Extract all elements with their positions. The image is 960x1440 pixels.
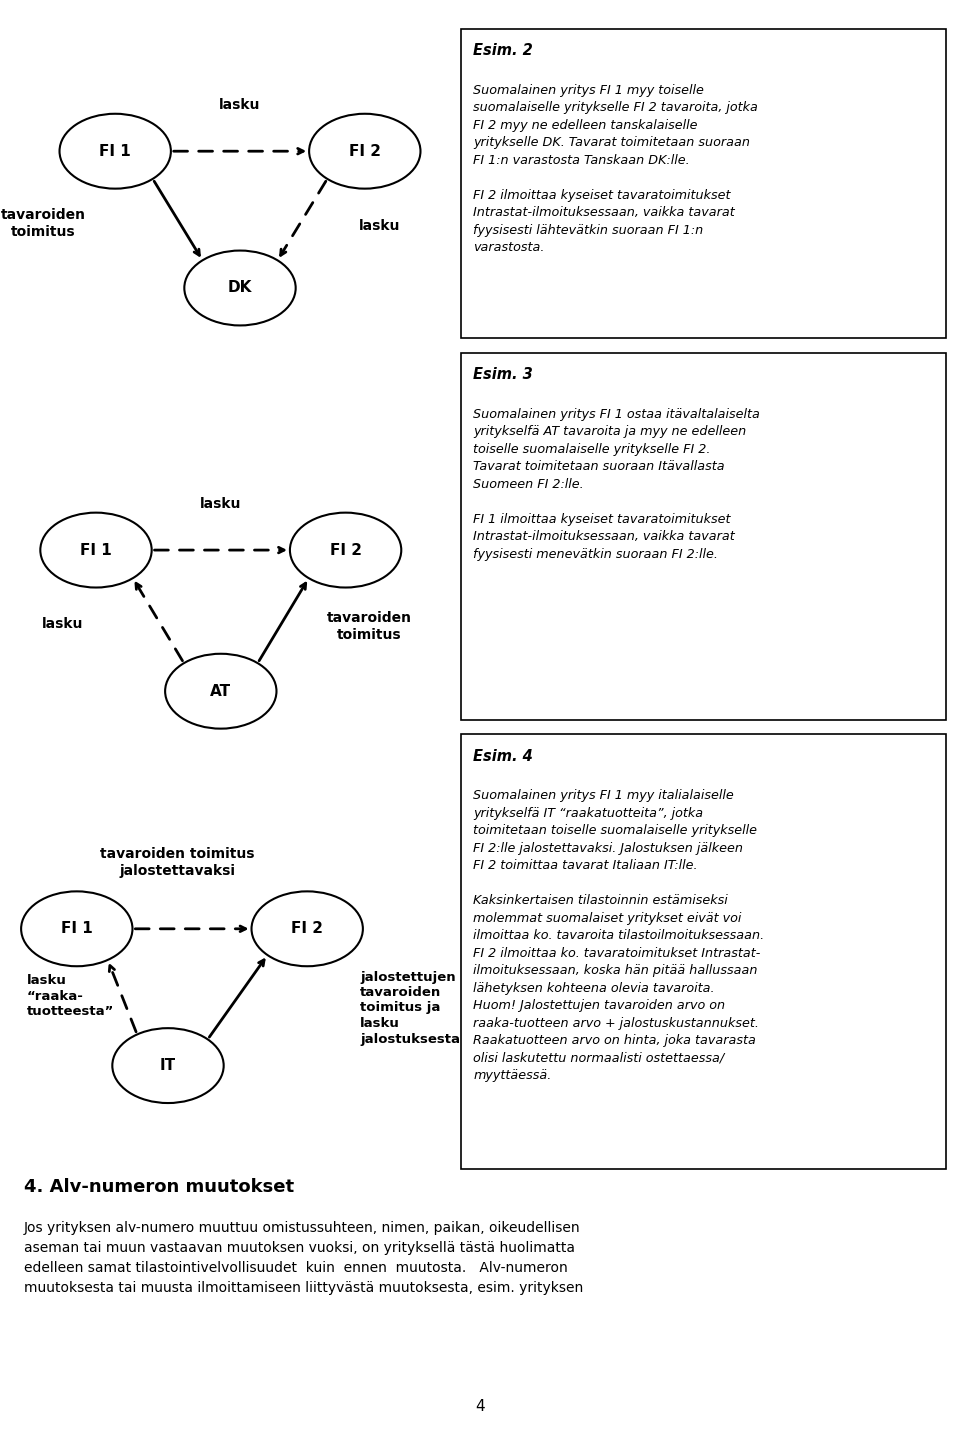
Text: FI 1: FI 1 <box>60 922 93 936</box>
Text: lasku: lasku <box>41 616 84 631</box>
Text: FI 2: FI 2 <box>348 144 381 158</box>
Text: 4. Alv-numeron muutokset: 4. Alv-numeron muutokset <box>24 1178 294 1195</box>
Text: tavaroiden toimitus
jalostettavaksi: tavaroiden toimitus jalostettavaksi <box>101 847 254 878</box>
Text: FI 1: FI 1 <box>80 543 112 557</box>
Text: lasku: lasku <box>358 219 400 233</box>
Bar <box>461 29 946 338</box>
Ellipse shape <box>290 513 401 588</box>
Text: Esim. 4: Esim. 4 <box>473 749 533 763</box>
Ellipse shape <box>21 891 132 966</box>
Ellipse shape <box>309 114 420 189</box>
Text: FI 1: FI 1 <box>99 144 132 158</box>
Text: lasku: lasku <box>219 98 261 112</box>
Text: Esim. 2: Esim. 2 <box>473 43 533 58</box>
Text: Suomalainen yritys FI 1 myy toiselle
suomalaiselle yritykselle FI 2 tavaroita, j: Suomalainen yritys FI 1 myy toiselle suo… <box>473 84 758 253</box>
Text: FI 2: FI 2 <box>329 543 362 557</box>
Text: DK: DK <box>228 281 252 295</box>
Text: Suomalainen yritys FI 1 myy italialaiselle
yritykselfä IT “raakatuotteita”, jotk: Suomalainen yritys FI 1 myy italialaisel… <box>473 789 764 1081</box>
Ellipse shape <box>184 251 296 325</box>
Ellipse shape <box>60 114 171 189</box>
Text: lasku
“raaka-
tuotteesta”: lasku “raaka- tuotteesta” <box>27 975 114 1018</box>
Bar <box>461 734 946 1169</box>
Text: lasku: lasku <box>200 497 242 511</box>
Ellipse shape <box>40 513 152 588</box>
Text: tavaroiden
toimitus: tavaroiden toimitus <box>1 207 85 239</box>
Text: IT: IT <box>160 1058 176 1073</box>
Ellipse shape <box>165 654 276 729</box>
Text: Suomalainen yritys FI 1 ostaa itävaltalaiselta
yritykselfä AT tavaroita ja myy n: Suomalainen yritys FI 1 ostaa itävaltala… <box>473 408 760 560</box>
Ellipse shape <box>252 891 363 966</box>
Text: tavaroiden
toimitus: tavaroiden toimitus <box>327 611 412 642</box>
Text: Jos yrityksen alv-numero muuttuu omistussuhteen, nimen, paikan, oikeudellisen
as: Jos yrityksen alv-numero muuttuu omistus… <box>24 1221 584 1295</box>
Text: 4: 4 <box>475 1400 485 1414</box>
Bar <box>461 353 946 720</box>
Text: Esim. 3: Esim. 3 <box>473 367 533 382</box>
Text: jalostettujen
tavaroiden
toimitus ja
lasku
jalostuksesta: jalostettujen tavaroiden toimitus ja las… <box>360 971 460 1045</box>
Ellipse shape <box>112 1028 224 1103</box>
Text: AT: AT <box>210 684 231 698</box>
Text: FI 2: FI 2 <box>291 922 324 936</box>
